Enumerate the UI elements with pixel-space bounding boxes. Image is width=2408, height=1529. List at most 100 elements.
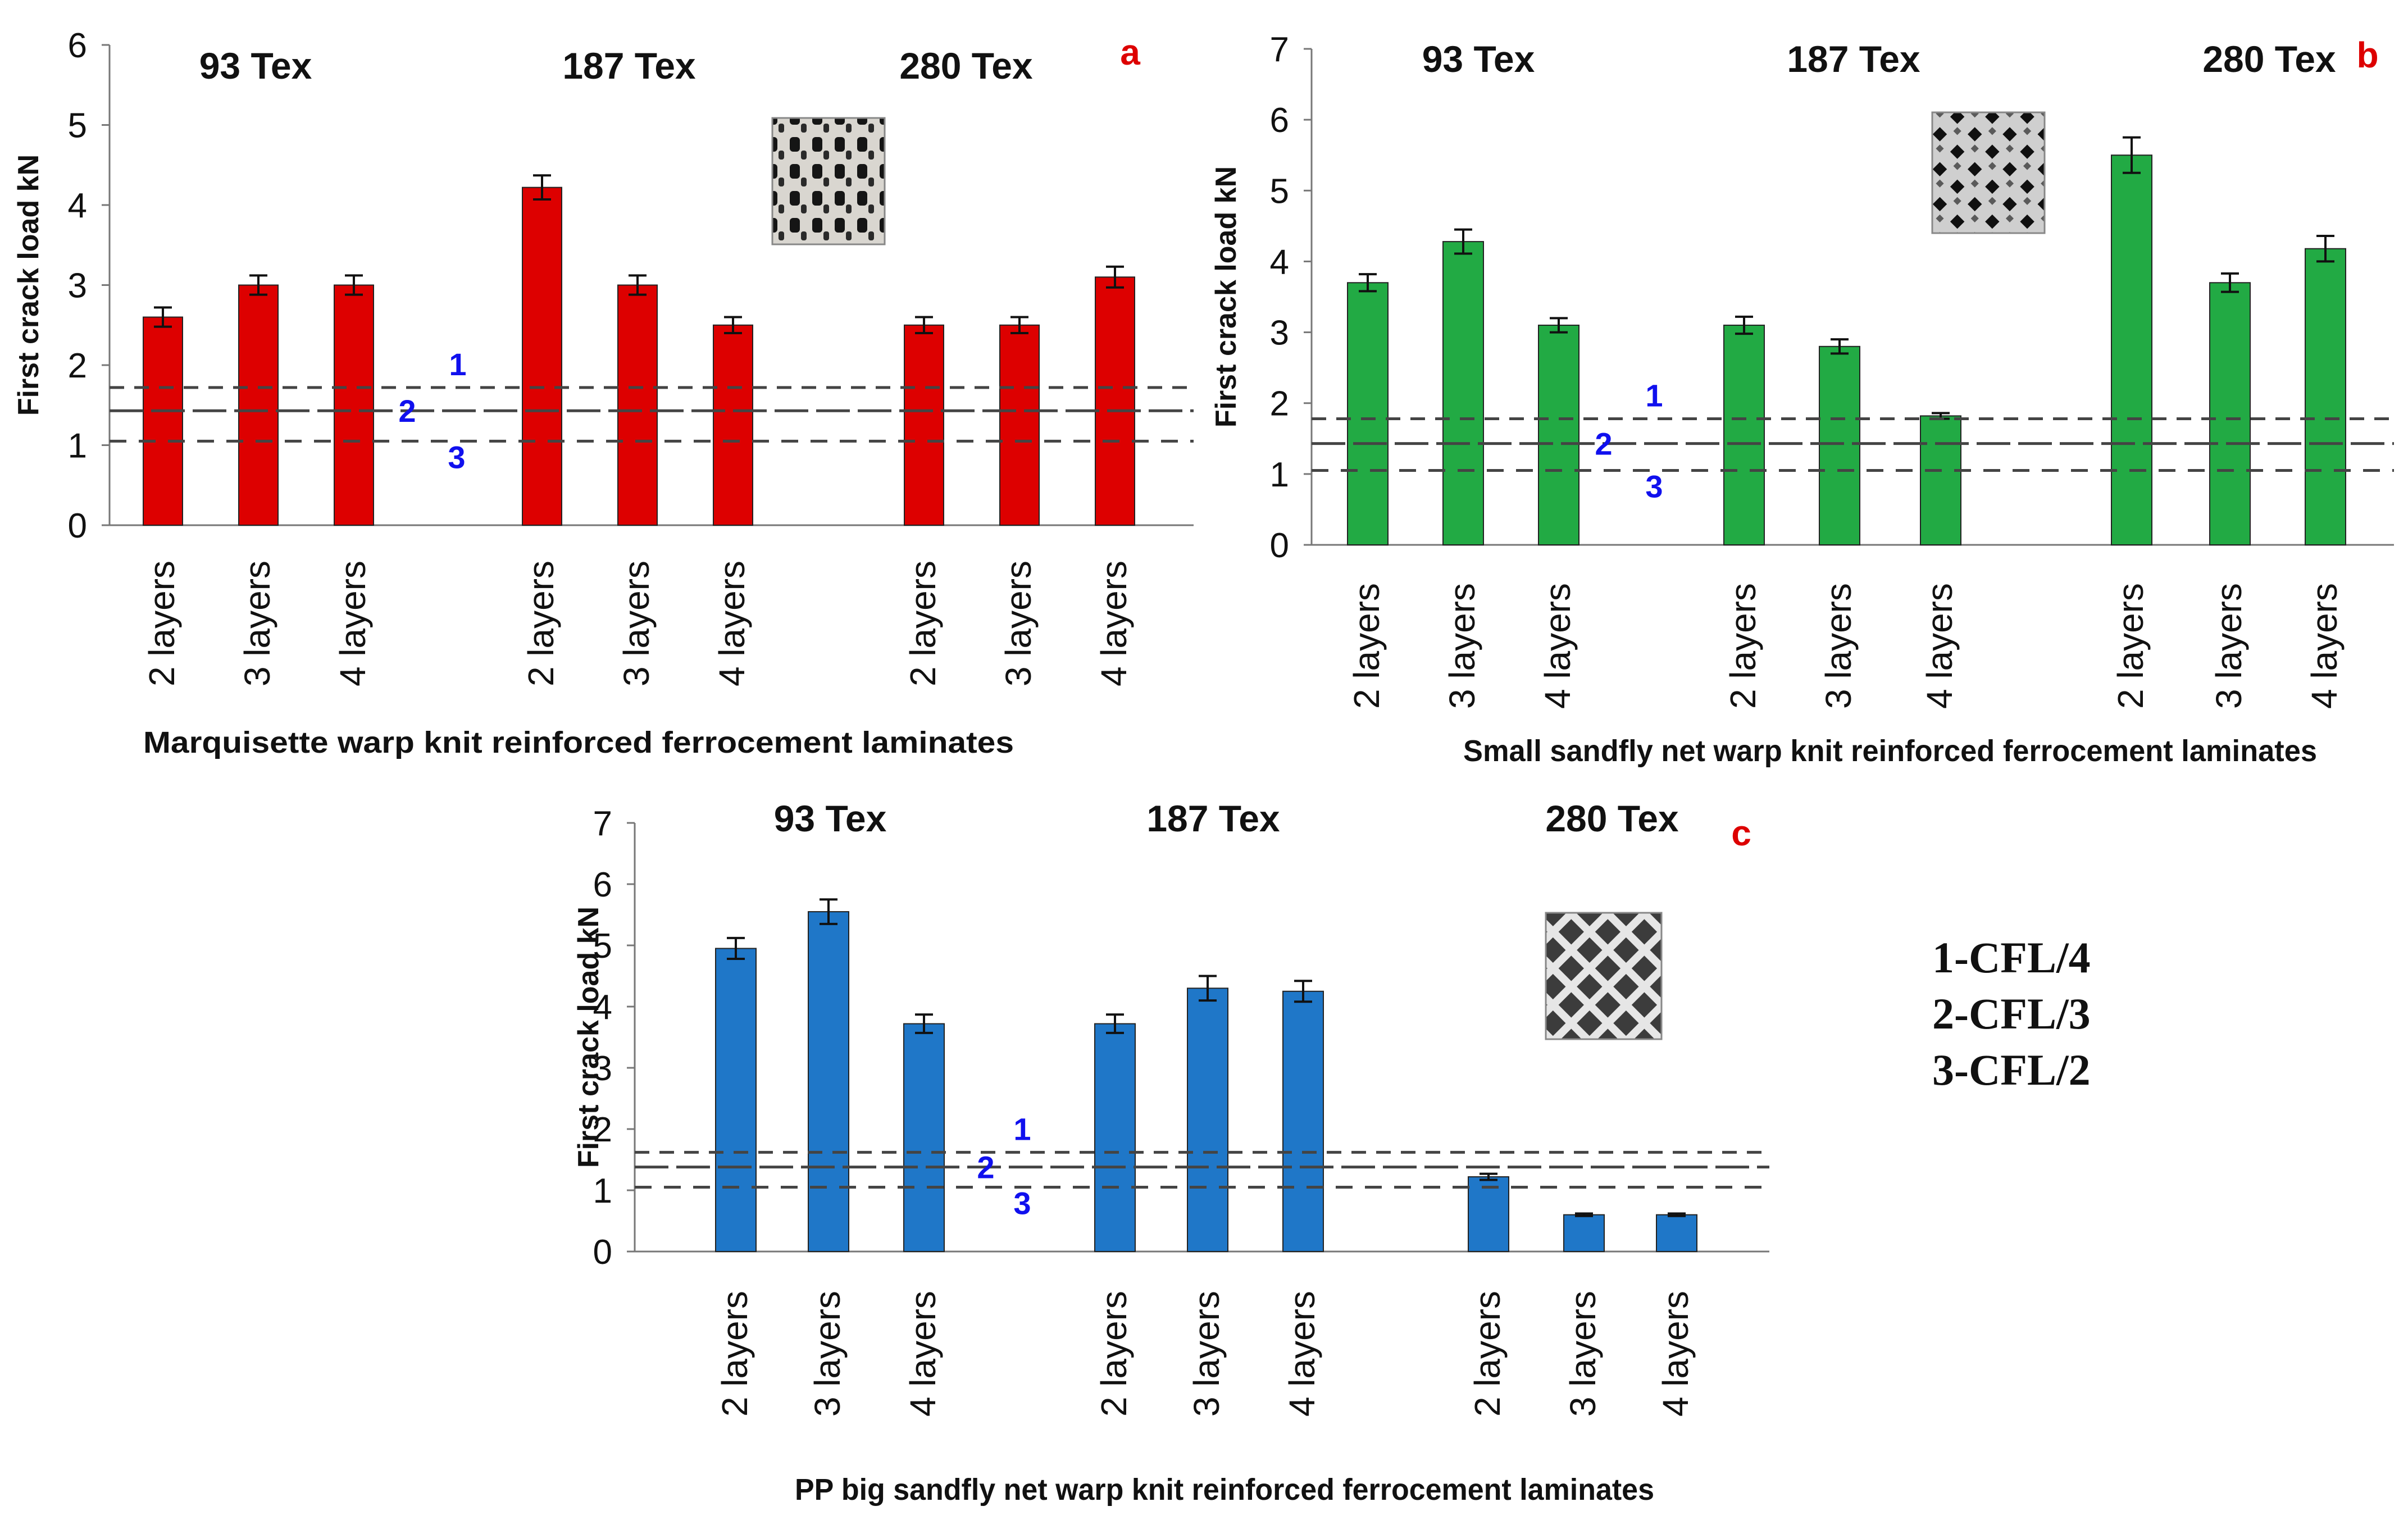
y-tick-label: 5 [593, 927, 612, 966]
x-tick-label: 3 layers [1563, 1291, 1603, 1417]
y-tick-label: 4 [68, 186, 87, 225]
bar-c-3-1 [1468, 1176, 1509, 1253]
group-label: 93 Tex [1422, 38, 1535, 80]
y-axis-label: First crack load kN [572, 907, 605, 1168]
group-label: 280 Tex [1545, 798, 1679, 839]
x-axis-label: PP big sandfly net warp knit reinforced … [795, 1473, 1654, 1507]
bar-b-1-3 [1538, 324, 1579, 545]
x-tick-label: 2 layers [1723, 583, 1763, 709]
y-tick-label: 2 [593, 1111, 612, 1149]
x-tick-label: 2 layers [1467, 1291, 1508, 1417]
bar-b-2-3 [1920, 415, 1961, 545]
cfl-reference-label-2: 2 [977, 1150, 994, 1185]
y-tick-label: 6 [593, 866, 612, 904]
group-label: 280 Tex [899, 45, 1033, 87]
x-tick-label: 2 layers [903, 561, 943, 686]
fabric-sample-image [1931, 111, 2046, 234]
x-tick-label: 2 layers [521, 561, 561, 686]
group-label: 93 Tex [199, 45, 312, 87]
y-axis-label: First crack load kN [12, 154, 45, 416]
y-tick-label: 7 [593, 804, 612, 843]
bar-c-1-3 [903, 1023, 945, 1253]
cfl-reference-label-2: 2 [1595, 426, 1612, 462]
y-tick-label: 0 [68, 507, 87, 545]
x-tick-label: 3 layers [998, 561, 1039, 686]
group-label: 187 Tex [562, 45, 696, 87]
x-tick-label: 2 layers [2110, 583, 2151, 709]
bar-c-1-1 [715, 948, 757, 1252]
y-tick-label: 3 [593, 1049, 612, 1088]
bar-c-1-2 [808, 911, 849, 1253]
x-tick-label: 4 layers [2304, 583, 2345, 709]
y-tick-label: 7 [1270, 30, 1289, 69]
x-tick-label: 4 layers [1282, 1291, 1322, 1417]
bar-a-2-2 [617, 284, 658, 526]
bar-b-3-2 [2209, 282, 2251, 545]
x-tick-label: 2 layers [1094, 1291, 1134, 1417]
y-tick-label: 0 [1270, 526, 1289, 565]
bar-a-1-2 [238, 284, 279, 526]
y-tick-label: 6 [68, 26, 87, 65]
y-tick-label: 1 [68, 427, 87, 466]
panel-label: c [1731, 813, 1751, 853]
y-tick-label: 3 [68, 267, 87, 306]
y-tick-label: 5 [68, 107, 87, 145]
bar-b-3-3 [2305, 248, 2346, 546]
panel-label: b [2356, 35, 2378, 75]
y-tick-label: 2 [68, 347, 87, 385]
x-axis-label: Marquisette warp knit reinforced ferroce… [143, 726, 1014, 759]
x-tick-label: 4 layers [1537, 583, 1578, 709]
fabric-sample-image [1545, 912, 1663, 1040]
x-tick-label: 4 layers [333, 561, 373, 686]
y-axis-label: First crack load kN [1210, 166, 1242, 427]
x-tick-label: 2 layers [714, 1291, 755, 1417]
y-tick-label: 0 [593, 1233, 612, 1272]
group-label: 187 Tex [1787, 38, 1920, 80]
x-tick-label: 3 layers [2209, 583, 2249, 709]
cfl-reference-label-3: 3 [1645, 469, 1663, 504]
x-tick-label: 4 layers [903, 1291, 943, 1417]
bar-a-3-2 [999, 324, 1040, 526]
x-tick-label: 4 layers [712, 561, 752, 686]
y-tick-label: 1 [1270, 456, 1289, 494]
x-tick-label: 3 layers [1186, 1291, 1227, 1417]
y-tick-label: 3 [1270, 314, 1289, 353]
bar-a-3-3 [1095, 276, 1135, 526]
x-axis-label: Small sandfly net warp knit reinforced f… [1463, 734, 2317, 768]
bar-b-3-1 [2111, 154, 2152, 545]
panel-label: a [1120, 32, 1140, 72]
cfl-legend-item-1: 1-CFL/4 [1932, 933, 2091, 982]
bar-a-3-1 [904, 324, 944, 526]
y-tick-label: 5 [1270, 172, 1289, 211]
bar-b-1-1 [1347, 282, 1389, 545]
bar-a-2-1 [522, 186, 562, 526]
y-tick-label: 6 [1270, 101, 1289, 140]
y-tick-label: 4 [593, 988, 612, 1027]
bar-c-2-1 [1094, 1023, 1136, 1253]
bar-b-2-2 [1819, 345, 1860, 545]
cfl-reference-label-2: 2 [398, 393, 416, 429]
y-tick-label: 2 [1270, 385, 1289, 424]
bar-a-1-3 [334, 284, 374, 526]
x-tick-label: 4 layers [1655, 1291, 1696, 1417]
x-tick-label: 2 layers [1346, 583, 1387, 709]
cfl-legend-item-2: 2-CFL/3 [1932, 989, 2091, 1038]
group-label: 93 Tex [774, 798, 887, 839]
fabric-sample-image [771, 117, 886, 245]
cfl-legend-item-3: 3-CFL/2 [1932, 1045, 2091, 1094]
group-label: 280 Tex [2202, 38, 2336, 80]
bar-c-3-2 [1563, 1214, 1605, 1253]
x-tick-label: 3 layers [237, 561, 277, 686]
cfl-reference-label-1: 1 [1645, 377, 1663, 413]
cfl-legend: 1-CFL/4 2-CFL/3 3-CFL/2 [1932, 930, 2091, 1098]
cfl-reference-label-3: 3 [448, 439, 465, 475]
cfl-reference-label-1: 1 [1013, 1111, 1031, 1146]
bar-c-2-3 [1282, 990, 1324, 1252]
x-tick-label: 4 layers [1094, 561, 1134, 686]
bar-a-2-3 [713, 324, 753, 526]
cfl-reference-label-3: 3 [1013, 1186, 1031, 1221]
